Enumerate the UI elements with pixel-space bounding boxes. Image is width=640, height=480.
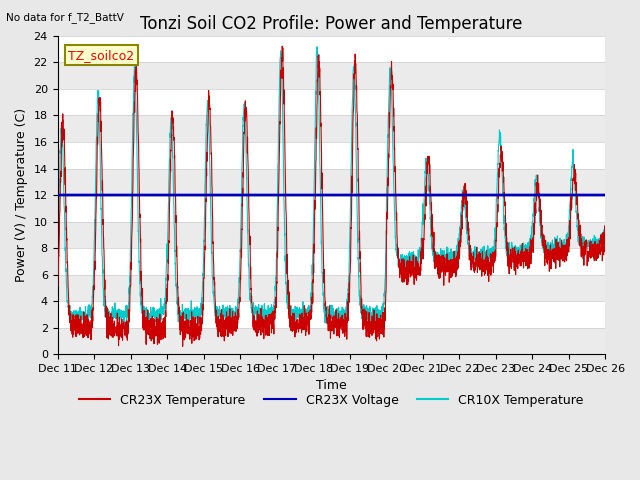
- Bar: [58, 168, 605, 195]
- Text: No data for f_T2_BattV: No data for f_T2_BattV: [6, 12, 124, 23]
- Bar: [58, 222, 605, 248]
- Y-axis label: Power (V) / Temperature (C): Power (V) / Temperature (C): [15, 108, 28, 282]
- Title: Tonzi Soil CO2 Profile: Power and Temperature: Tonzi Soil CO2 Profile: Power and Temper…: [140, 15, 523, 33]
- Bar: [58, 116, 605, 142]
- X-axis label: Time: Time: [316, 379, 347, 393]
- Bar: [58, 275, 605, 301]
- Bar: [58, 328, 605, 354]
- Text: TZ_soilco2: TZ_soilco2: [68, 48, 134, 61]
- Legend: CR23X Temperature, CR23X Voltage, CR10X Temperature: CR23X Temperature, CR23X Voltage, CR10X …: [74, 388, 589, 411]
- Bar: [58, 62, 605, 89]
